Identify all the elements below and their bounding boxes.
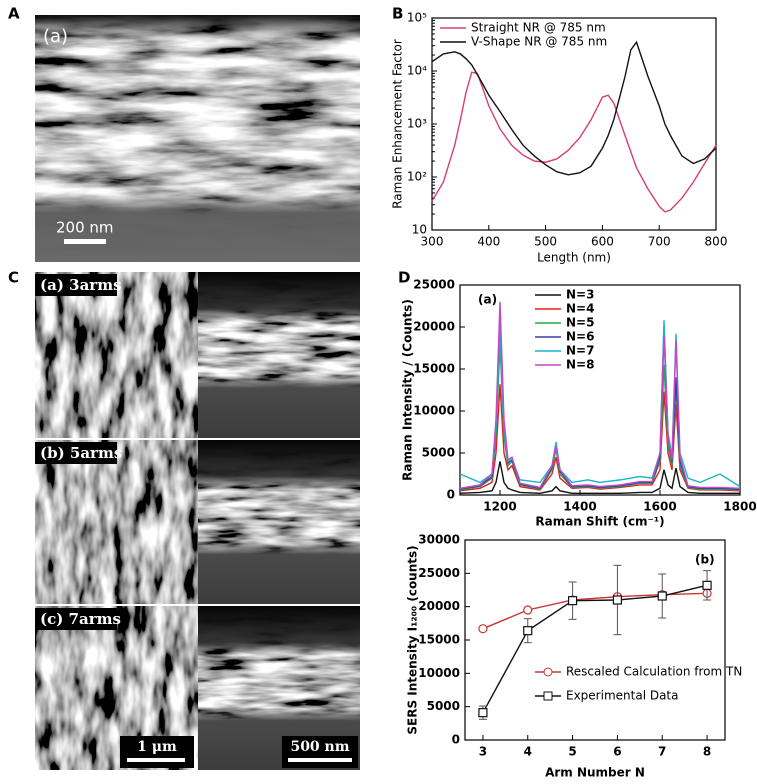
x-axis-label: Arm Number N [545,766,645,780]
legend-label: N=3 [566,288,594,302]
marker [567,596,578,606]
series-line [431,40,717,176]
y-tick-label: 25000 [413,278,455,292]
series-line [459,461,740,495]
scale-bar [64,239,106,244]
scale-bar [288,758,352,762]
marker [478,624,488,634]
legend-label: N=6 [566,330,594,344]
y-tick-label: 15000 [413,362,455,376]
panel-letter: A [8,5,20,23]
sem-grid: (a) 3arms (b) 5arms (c) 7arms 1 μm 500 nm [35,272,360,770]
marker [523,626,533,636]
y-tick-label: 0 [452,733,460,747]
x-tick-label: 4 [524,745,532,759]
sem-shading [198,272,360,438]
y-tick-label: 10³ [407,117,427,131]
y-tick-label: 10000 [418,666,460,680]
x-tick-label: 7 [658,745,666,759]
legend-label: Straight NR @ 785 nm [471,21,606,35]
x-axis-label: Length (nm) [537,251,611,265]
legend-label: Rescaled Calculation from TN [566,665,742,679]
x-tick-label: 1600 [643,500,676,514]
x-tick-label: 8 [703,745,711,759]
marker [657,591,667,601]
plot-frame [464,539,726,741]
scale-bar-label: 500 nm [290,739,349,755]
plot-frame [431,17,717,231]
image-label: (a) 3arms [40,276,122,294]
y-tick-label: 10⁴ [407,64,427,78]
legend-label: Experimental Data [566,689,679,703]
marker [612,595,623,605]
y-tick-label: 10000 [413,404,455,418]
y-axis-label: Raman Enhancement Factor [391,39,405,209]
x-axis-label: Raman Shift (cm⁻¹) [535,515,664,529]
legend-label: N=5 [566,316,594,330]
y-tick-label: 10⁵ [407,11,427,25]
sem-top-view [35,440,198,604]
y-tick-label: 15000 [418,633,460,647]
scale-box [282,736,358,768]
image-label: (c) 7arms [40,610,121,628]
x-tick-label: 1200 [483,500,516,514]
scale-bar-label: 1 μm [137,739,177,755]
scale-box [120,736,194,768]
sem-shading [35,15,360,262]
legend-label: N=4 [566,302,594,316]
label-box [35,608,117,630]
series-line [431,71,717,213]
x-tick-label: 1800 [723,500,756,514]
image-label: (b) 5arms [40,444,122,462]
marker [702,580,712,590]
panel-letter: D [398,269,410,287]
x-tick-label: 800 [705,235,728,249]
label-box [35,442,117,464]
y-tick-label: 5000 [422,446,455,460]
scale-bar [127,758,185,762]
panel-annotation: (b) [695,553,715,567]
marker [523,605,533,615]
y-tick-label: 5000 [427,699,460,713]
sem-shading [198,440,360,604]
panel-letter: B [392,5,403,23]
marker [478,708,488,718]
plot-frame [459,284,741,496]
x-tick-label: 1400 [563,500,596,514]
legend-marker [543,667,553,677]
y-axis-label: Raman Intensity / (Counts) [401,299,415,481]
y-tick-label: 20000 [413,320,455,334]
y-tick-label: 20000 [418,599,460,613]
image-label: (a) [43,26,68,47]
x-tick-label: 700 [648,235,671,249]
y-tick-label: 10² [407,170,427,184]
x-tick-label: 5 [568,745,576,759]
x-tick-label: 600 [591,235,614,249]
series-line [482,584,708,714]
x-tick-label: 400 [477,235,500,249]
panel-annotation: (a) [478,293,497,307]
label-box [35,274,117,296]
legend-label: V-Shape NR @ 785 nm [471,35,607,49]
y-tick-label: 30000 [418,533,460,547]
scale-bar-label: 200 nm [56,219,114,237]
x-tick-label: 3 [479,745,487,759]
y-tick-label: 25000 [418,566,460,580]
legend-label: N=7 [566,344,594,358]
panel-letter: C [8,269,19,287]
series-line [459,301,741,489]
y-tick-label: 0 [447,488,455,502]
x-tick-label: 300 [421,235,444,249]
y-axis-label: SERS Intensity I₁₂₀₀ (counts) [406,545,420,734]
sem-top-view [35,272,198,438]
x-tick-label: 500 [534,235,557,249]
x-tick-label: 6 [613,745,621,759]
legend-label: N=8 [566,358,594,372]
legend-marker [543,691,553,701]
series-line [482,592,708,630]
y-tick-label: 10 [412,223,427,237]
